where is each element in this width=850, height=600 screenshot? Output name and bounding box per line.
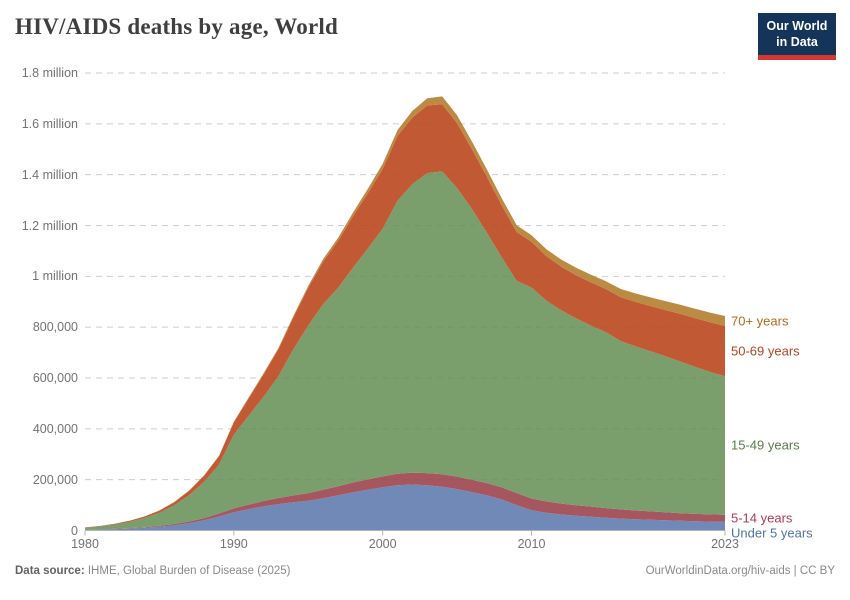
y-axis-label: 800,000 [32, 320, 78, 335]
y-axis-label: 1.4 million [21, 167, 78, 182]
data-source-label: Data source: [15, 565, 85, 577]
page-title: HIV/AIDS deaths by age, World [15, 14, 338, 39]
y-axis-label: 400,000 [32, 421, 78, 436]
y-axis-label: 600,000 [32, 371, 78, 385]
y-axis-label: 1 million [32, 269, 78, 284]
y-axis-label: 0 [71, 523, 78, 538]
series-label-15-49: 15-49 years [731, 437, 800, 453]
y-axis-label: 1.8 million [21, 66, 78, 80]
area-series-50-69 [85, 104, 725, 528]
series-label-50-69: 50-69 years [731, 343, 800, 359]
x-axis-label: 2010 [517, 537, 546, 551]
series-label-under-5: Under 5 years [731, 525, 813, 541]
y-axis-label: 1.6 million [21, 116, 78, 131]
x-axis-label: 1980 [71, 537, 99, 551]
data-source-text: IHME, Global Burden of Disease (2025) [84, 565, 291, 577]
owid-logo-line1: Our World [766, 19, 828, 33]
chart-footer: Data source: IHME, Global Burden of Dise… [15, 565, 835, 577]
credit-note: OurWorldinData.org/hiv-aids | CC BY [645, 565, 835, 577]
y-axis-label: 200,000 [32, 472, 78, 487]
area-series-15-49 [85, 171, 725, 530]
series-label-70-plus: 70+ years [731, 313, 789, 329]
data-source-note: Data source: IHME, Global Burden of Dise… [15, 565, 291, 577]
area-series-5-14 [85, 472, 725, 530]
owid-logo-line2: in Data [776, 34, 818, 49]
x-axis-label: 1990 [219, 537, 248, 551]
x-axis-label: 2000 [368, 537, 397, 551]
owid-logo: Our World in Data [758, 13, 836, 61]
x-axis-label: 2023 [711, 537, 739, 551]
y-axis-label: 1.2 million [21, 218, 78, 233]
series-label-5-14: 5-14 years [731, 510, 793, 526]
area-series-under-5 [85, 484, 725, 531]
owid-logo-red-bar [758, 55, 836, 61]
